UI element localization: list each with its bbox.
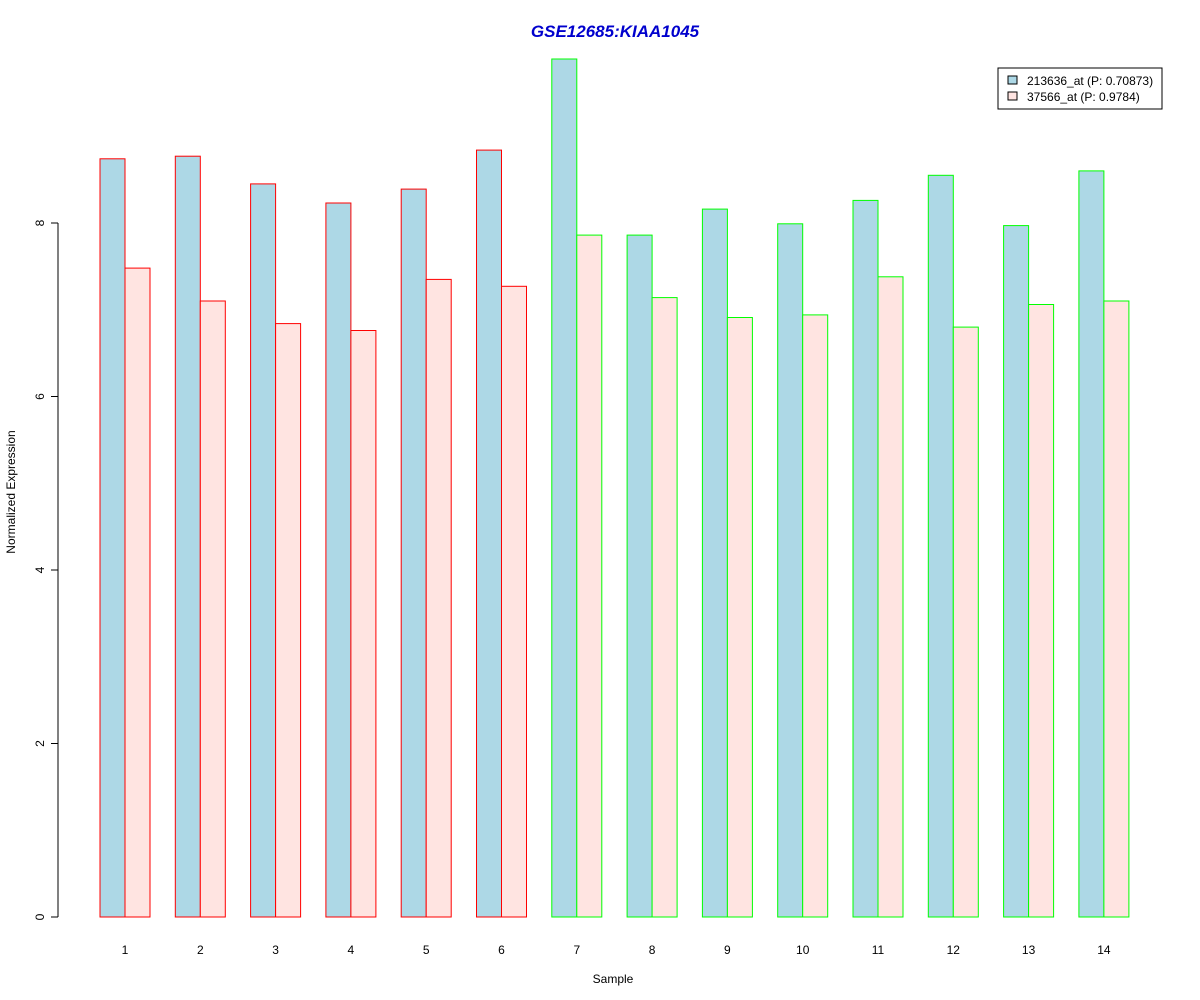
y-axis: 0 2 4 6 8 [33, 219, 59, 920]
x-tick-label-3: 3 [272, 943, 279, 957]
legend-label-213636-at: 213636_at (P: 0.70873) [1027, 74, 1153, 88]
y-tick-label-4: 4 [33, 566, 47, 573]
x-tick-label-14: 14 [1097, 943, 1111, 957]
y-tick-label-8: 8 [33, 219, 47, 226]
x-tick-label-12: 12 [947, 943, 961, 957]
bar-sample-2-series-2 [199, 300, 226, 918]
bar-sample-10-series-1 [777, 223, 804, 918]
x-tick-label-10: 10 [796, 943, 810, 957]
legend-label-37566-at: 37566_at (P: 0.9784) [1027, 90, 1140, 104]
bar-sample-5-series-2 [425, 278, 452, 918]
legend-swatch-213636-at [1007, 75, 1018, 85]
bar-sample-5-series-1 [400, 188, 427, 918]
bar-sample-14-series-2 [1103, 300, 1130, 918]
bar-sample-1-series-1 [99, 158, 126, 918]
legend-box [997, 67, 1163, 110]
x-axis-label: Sample [593, 972, 634, 986]
x-tick-label-4: 4 [348, 943, 355, 957]
x-axis: 1 2 3 4 5 6 7 8 9 10 11 12 13 14 [122, 943, 1111, 957]
x-tick-label-2: 2 [197, 943, 204, 957]
x-tick-label-8: 8 [649, 943, 656, 957]
bar-sample-3-series-2 [275, 323, 302, 918]
x-tick-label-9: 9 [724, 943, 731, 957]
x-tick-label-1: 1 [122, 943, 129, 957]
bars-group [99, 58, 1130, 918]
y-tick-label-0: 0 [33, 913, 47, 920]
bar-sample-12-series-2 [952, 326, 979, 918]
bar-sample-4-series-2 [350, 330, 377, 918]
y-tick-label-2: 2 [33, 740, 47, 747]
y-axis-label: Normalized Expression [4, 430, 18, 553]
bar-sample-9-series-2 [726, 317, 753, 918]
y-tick-label-6: 6 [33, 393, 47, 400]
bar-sample-1-series-2 [124, 267, 151, 918]
x-tick-label-5: 5 [423, 943, 430, 957]
bar-sample-11-series-2 [877, 276, 904, 918]
bar-sample-8-series-1 [626, 234, 653, 918]
bar-sample-6-series-2 [501, 285, 527, 918]
bar-sample-7-series-2 [576, 234, 603, 918]
bar-sample-7-series-1 [551, 58, 578, 918]
bar-sample-11-series-1 [852, 199, 879, 918]
bar-sample-2-series-1 [174, 155, 201, 918]
x-tick-label-7: 7 [573, 943, 580, 957]
legend: 213636_at (P: 0.70873) 37566_at (P: 0.97… [997, 67, 1163, 110]
bar-sample-14-series-1 [1078, 170, 1105, 918]
chart-title: GSE12685:KIAA1045 [531, 22, 700, 41]
bar-sample-12-series-1 [927, 174, 954, 918]
x-tick-label-6: 6 [498, 943, 505, 957]
legend-swatch-37566-at [1007, 91, 1018, 101]
bar-sample-3-series-1 [250, 183, 277, 918]
x-tick-label-11: 11 [872, 943, 885, 957]
bar-sample-6-series-1 [476, 149, 502, 918]
bar-sample-13-series-2 [1028, 304, 1055, 918]
bar-sample-9-series-1 [701, 208, 728, 918]
bar-sample-13-series-1 [1003, 225, 1030, 918]
bar-sample-10-series-2 [802, 314, 829, 918]
bar-sample-8-series-2 [651, 297, 678, 918]
bar-sample-4-series-1 [325, 202, 352, 918]
x-tick-label-13: 13 [1022, 943, 1036, 957]
